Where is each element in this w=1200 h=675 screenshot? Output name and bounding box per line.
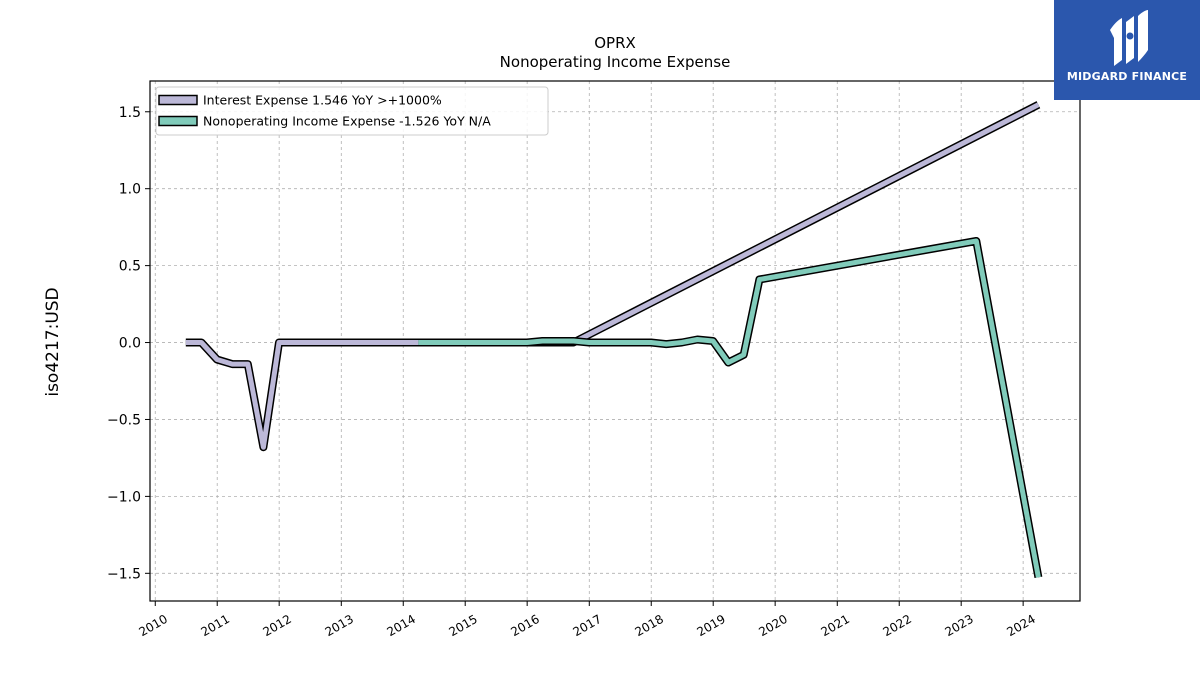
chart-title: OPRX xyxy=(594,34,636,52)
x-tick-label: 2018 xyxy=(633,612,666,639)
brand-name: MIDGARD FINANCE xyxy=(1066,70,1188,83)
logo-mark-icon xyxy=(1110,10,1148,66)
series-2-line xyxy=(418,238,1041,578)
x-axis-ticks: 2010 2011 2012 2013 2014 2015 2016 2017 2018 2019… xyxy=(137,601,1038,639)
y-tick-label: 1.5 xyxy=(119,105,141,121)
y-axis-label: iso4217:USD xyxy=(43,287,63,396)
x-tick-label: 2021 xyxy=(819,612,852,639)
legend: Interest Expense 1.546 YoY >+1000% Nonope… xyxy=(155,86,549,136)
y-tick-label: −0.5 xyxy=(107,412,141,428)
legend-label-1: Interest Expense 1.546 YoY >+1000% xyxy=(203,93,442,108)
x-tick-label: 2023 xyxy=(942,612,975,639)
series-1-line xyxy=(185,102,1040,450)
x-tick-label: 2016 xyxy=(508,612,541,639)
series-2-outline xyxy=(418,237,1043,579)
series-1-outline xyxy=(185,101,1041,452)
y-tick-label: −1.5 xyxy=(107,566,141,582)
plot-frame xyxy=(149,80,1081,602)
x-tick-label: 2017 xyxy=(571,612,604,639)
chart-subtitle: Nonoperating Income Expense xyxy=(500,53,731,71)
legend-box xyxy=(155,86,549,136)
brand-logo: MIDGARD FINANCE xyxy=(1054,0,1200,100)
x-tick-label: 2011 xyxy=(198,612,231,639)
x-tick-label: 2019 xyxy=(694,612,727,639)
x-tick-label: 2022 xyxy=(881,612,914,639)
y-axis-ticks: 1.5 1.0 0.5 0.0 −0.5 −1.0 −1.5 xyxy=(107,105,150,582)
series-lines xyxy=(185,101,1043,579)
x-tick-label: 2013 xyxy=(323,612,356,639)
y-tick-label: 0.5 xyxy=(119,259,141,275)
x-tick-label: 2015 xyxy=(446,612,479,639)
legend-label-2: Nonoperating Income Expense -1.526 YoY N… xyxy=(203,114,491,129)
legend-swatch-1 xyxy=(158,94,198,106)
x-tick-label: 2010 xyxy=(137,612,170,639)
x-tick-label: 2012 xyxy=(260,612,293,639)
y-tick-label: 0.0 xyxy=(119,336,141,352)
x-tick-label: 2014 xyxy=(385,612,418,639)
x-tick-label: 2020 xyxy=(756,612,789,639)
x-tick-label: 2024 xyxy=(1004,612,1037,639)
y-tick-label: −1.0 xyxy=(107,489,141,505)
y-tick-label: 1.0 xyxy=(119,182,141,198)
legend-swatch-2 xyxy=(158,115,198,127)
